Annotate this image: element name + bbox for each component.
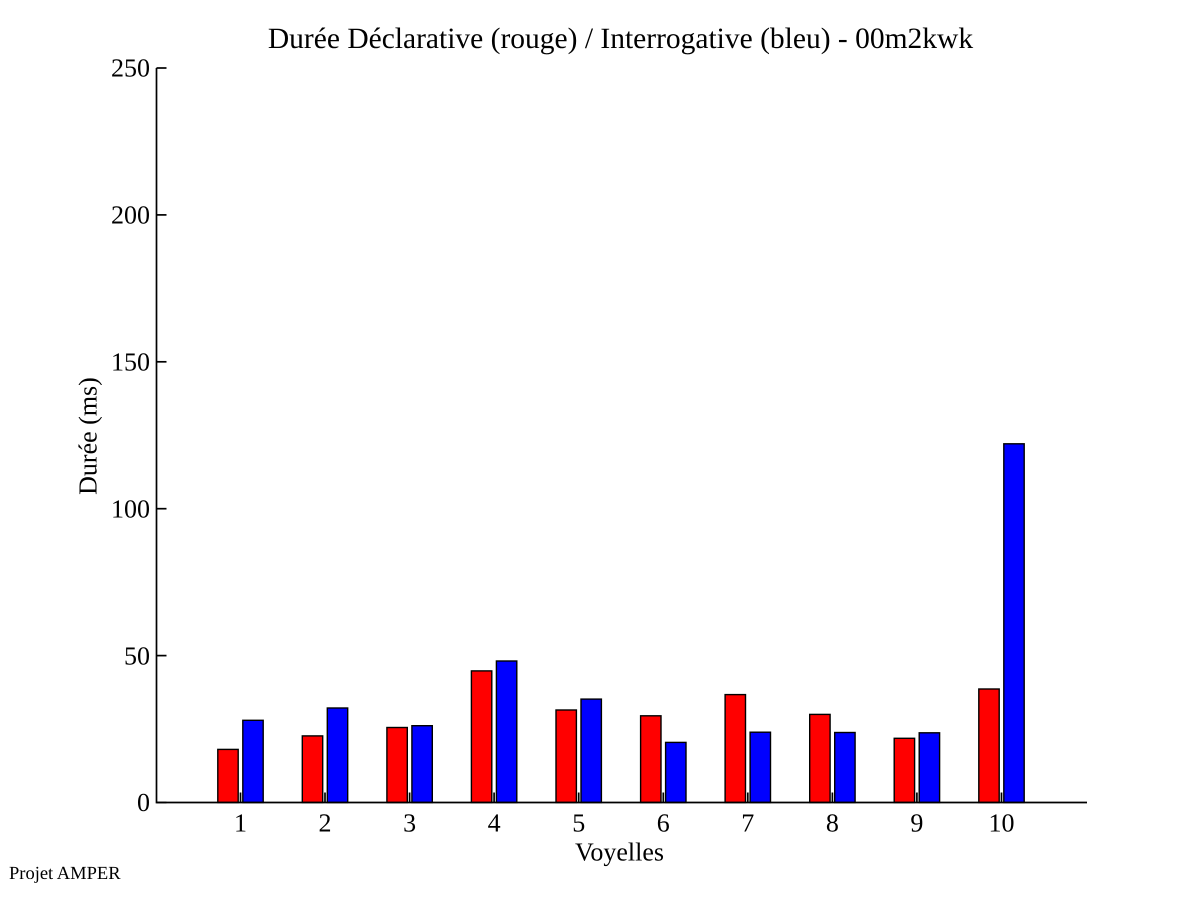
svg-text:250: 250 (111, 54, 150, 83)
svg-text:6: 6 (657, 808, 670, 837)
svg-text:8: 8 (826, 808, 839, 837)
svg-text:100: 100 (111, 494, 150, 523)
svg-text:4: 4 (488, 808, 501, 837)
svg-text:3: 3 (403, 808, 416, 837)
svg-text:7: 7 (741, 808, 754, 837)
svg-text:9: 9 (910, 808, 923, 837)
svg-text:Projet AMPER: Projet AMPER (9, 864, 121, 884)
svg-text:Voyelles: Voyelles (575, 838, 664, 867)
svg-text:Durée Déclarative (rouge) / In: Durée Déclarative (rouge) / Interrogativ… (268, 23, 973, 55)
svg-text:2: 2 (319, 808, 332, 837)
svg-text:50: 50 (124, 641, 150, 670)
svg-text:5: 5 (572, 808, 585, 837)
svg-text:150: 150 (111, 348, 150, 377)
svg-text:0: 0 (137, 788, 150, 817)
svg-text:Durée (ms): Durée (ms) (74, 377, 103, 495)
svg-text:10: 10 (989, 808, 1015, 837)
svg-text:200: 200 (111, 201, 150, 230)
svg-text:1: 1 (234, 808, 247, 837)
